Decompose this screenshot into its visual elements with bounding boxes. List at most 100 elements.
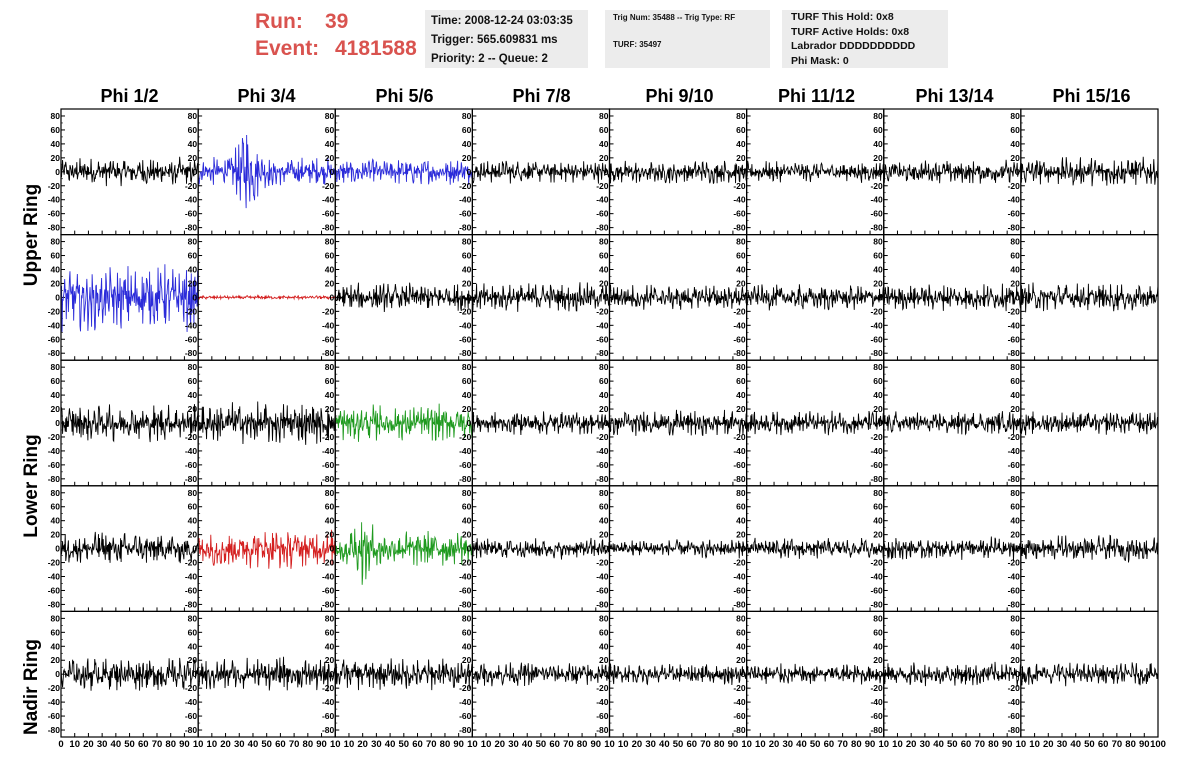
y-tick-label: 80 [462,613,472,623]
y-tick-label: 20 [462,278,472,288]
x-tick-label: 70 [974,739,985,750]
x-tick-label: 50 [399,739,410,750]
column-header-phi-15-16: Phi 15/16 [1052,86,1131,106]
x-tick-label: 60 [686,739,697,750]
y-tick-label: -80 [322,599,335,609]
y-tick-label: 0 [1015,167,1020,177]
y-tick-label: -40 [322,195,335,205]
trig-num-text: Trig Num: 35488 -- Trig Type: RF [613,13,736,22]
x-tick-label: 70 [426,739,437,750]
x-tick-label: 70 [837,739,848,750]
y-tick-label: 40 [325,516,335,526]
y-tick-label: -40 [596,195,609,205]
y-tick-label: -40 [322,697,335,707]
x-tick-label: 90 [1139,739,1150,750]
y-tick-label: -40 [459,572,472,582]
y-tick-label: 0 [330,292,335,302]
x-tick-label: 50 [810,739,821,750]
y-tick-label: 0 [467,544,472,554]
y-tick-label: -20 [1008,306,1021,316]
y-tick-label: -60 [596,585,609,595]
y-tick-label: 0 [604,292,609,302]
y-tick-label: 80 [736,362,746,372]
y-tick-label: -60 [459,334,472,344]
y-tick-label: -80 [870,348,883,358]
y-tick-label: 60 [736,627,746,637]
y-tick-label: 80 [1010,613,1020,623]
y-tick-label: -60 [322,209,335,219]
y-tick-label: -20 [322,432,335,442]
y-tick-label: -60 [459,460,472,470]
y-tick-label: -80 [596,348,609,358]
y-tick-label: 80 [325,488,335,498]
x-tick-label: 90 [728,739,739,750]
y-tick-label: -40 [596,446,609,456]
y-tick-label: -20 [459,306,472,316]
y-tick-label: -80 [596,725,609,735]
x-tick-label: 20 [220,739,231,750]
y-tick-label: -40 [185,572,198,582]
y-tick-label: -80 [185,348,198,358]
y-tick-label: -40 [596,320,609,330]
y-tick-label: -80 [322,474,335,484]
y-tick-label: 0 [878,167,883,177]
y-tick-label: -40 [870,697,883,707]
y-tick-label: 0 [604,167,609,177]
y-tick-label: -60 [733,711,746,721]
y-tick-label: 0 [878,418,883,428]
y-tick-label: -40 [870,195,883,205]
y-tick-label: 40 [51,264,61,274]
y-tick-label: -20 [596,558,609,568]
y-tick-label: -20 [459,432,472,442]
y-tick-label: -60 [459,585,472,595]
y-tick-label: 0 [1015,418,1020,428]
y-tick-label: -40 [185,446,198,456]
y-tick-label: 80 [736,488,746,498]
y-tick-label: 80 [462,488,472,498]
waveform-trace [471,537,610,560]
y-tick-label: 80 [599,613,609,623]
waveform-trace [471,160,610,184]
x-tick-label: 80 [440,739,451,750]
y-tick-label: -60 [322,334,335,344]
y-tick-label: 80 [462,111,472,121]
x-tick-label: 90 [1002,739,1013,750]
x-tick-label: 10 [1016,739,1027,750]
y-tick-label: -80 [733,223,746,233]
y-tick-label: -40 [1008,320,1021,330]
y-tick-label: 60 [1010,627,1020,637]
y-tick-label: 60 [188,251,198,261]
y-tick-label: 80 [873,237,883,247]
y-tick-label: 0 [741,292,746,302]
x-tick-label: 60 [275,739,286,750]
y-tick-label: -60 [185,460,198,470]
y-tick-label: -60 [733,209,746,219]
y-tick-label: 40 [325,264,335,274]
turf-num-text: TURF: 35497 [613,40,662,49]
x-tick-label: 60 [412,739,423,750]
x-tick-label: 10 [741,739,752,750]
y-tick-label: 20 [873,278,883,288]
y-tick-label: -60 [733,585,746,595]
y-tick-label: 0 [330,167,335,177]
y-tick-label: -60 [322,711,335,721]
y-tick-label: 40 [736,264,746,274]
x-tick-label: 40 [1070,739,1081,750]
y-tick-label: -20 [1008,683,1021,693]
y-tick-label: 0 [55,418,60,428]
x-tick-label: 30 [782,739,793,750]
y-tick-label: 0 [741,167,746,177]
column-header-phi-7-8: Phi 7/8 [512,86,571,106]
y-tick-label: -80 [1008,725,1021,735]
y-tick-label: 40 [599,139,609,149]
y-tick-label: 0 [55,292,60,302]
y-tick-label: 40 [188,264,198,274]
y-tick-label: -20 [322,181,335,191]
column-header-phi-11-12: Phi 11/12 [777,86,856,106]
y-tick-label: 60 [51,376,61,386]
x-tick-label: 90 [316,739,327,750]
y-tick-label: -60 [48,711,61,721]
y-tick-label: -80 [1008,223,1021,233]
y-tick-label: -60 [596,209,609,219]
y-tick-label: 60 [325,502,335,512]
